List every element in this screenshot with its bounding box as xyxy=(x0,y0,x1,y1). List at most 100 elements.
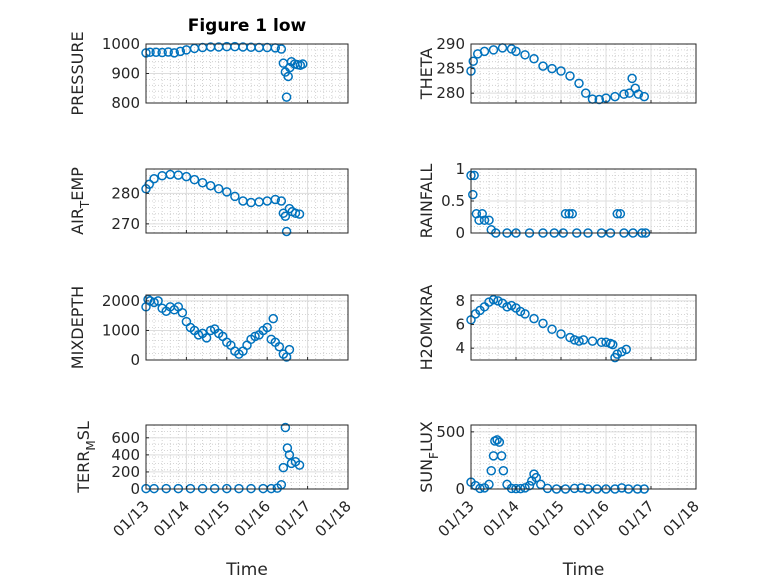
data-point xyxy=(556,66,566,76)
data-point xyxy=(536,479,546,490)
data-point xyxy=(468,189,478,200)
y-tick-label: 290 xyxy=(436,35,465,53)
data-point xyxy=(486,465,496,476)
data-point xyxy=(222,187,232,197)
data-point xyxy=(531,472,541,483)
data-point xyxy=(175,46,186,57)
data-point xyxy=(284,344,295,355)
data-point xyxy=(547,63,557,74)
y-tick-label: 1000 xyxy=(102,321,140,339)
y-tick-label: 2000 xyxy=(102,292,140,310)
data-point xyxy=(565,71,575,81)
subplot-1: 800 900 1000 PRESSURE Figure 1 low xyxy=(68,16,349,116)
x-tick-label: 01/14 xyxy=(480,497,523,540)
y-tick-label: 800 xyxy=(111,94,140,112)
x-tick-label: 01/18 xyxy=(660,497,703,540)
data-point xyxy=(529,54,539,64)
y-tick-label: 270 xyxy=(111,215,140,233)
x-tick-label: 01/17 xyxy=(271,497,314,540)
data-point xyxy=(506,300,517,311)
y-tick-label: 500 xyxy=(436,423,465,441)
data-point xyxy=(479,46,490,57)
axes-box xyxy=(470,43,697,104)
axes-box xyxy=(470,294,697,361)
data-point xyxy=(633,89,644,99)
data-point xyxy=(608,339,618,350)
data-point xyxy=(201,333,212,343)
data-point xyxy=(560,209,571,219)
subplot-3: 270 280 AIRTEMP xyxy=(68,167,349,237)
data-point xyxy=(177,307,188,318)
data-point xyxy=(576,483,586,493)
data-point xyxy=(163,47,173,57)
data-point xyxy=(610,91,620,102)
data-point xyxy=(617,346,627,357)
y-tick-label: 900 xyxy=(111,65,140,83)
data-point xyxy=(538,61,548,71)
data-point xyxy=(294,209,305,219)
data-point xyxy=(520,50,530,60)
data-point xyxy=(193,330,204,340)
x-axis-label: Time xyxy=(225,560,268,580)
subplot-5: 0 1000 2000 MIXDEPTH xyxy=(68,286,349,369)
data-point xyxy=(488,294,499,305)
axes-box xyxy=(145,168,349,234)
data-point xyxy=(250,331,260,342)
data-point xyxy=(169,48,180,58)
data-point xyxy=(278,462,289,473)
data-point xyxy=(615,209,626,219)
data-point xyxy=(567,209,577,219)
data-point xyxy=(270,194,281,205)
data-point xyxy=(274,341,285,352)
y-tick-label: 0 xyxy=(130,351,140,369)
y-axis-label: TERRMSL xyxy=(74,421,98,494)
data-point xyxy=(281,226,292,237)
data-point xyxy=(515,306,526,317)
data-point xyxy=(511,46,521,57)
x-tick-label: 01/13 xyxy=(435,497,478,540)
data-point xyxy=(157,47,167,58)
data-point xyxy=(574,336,584,346)
data-point xyxy=(276,44,287,54)
data-point xyxy=(619,89,629,99)
y-tick-label: 1 xyxy=(455,160,465,178)
y-axis-label: RAINFALL xyxy=(417,164,436,239)
chart-title: Figure 1 low xyxy=(188,16,307,36)
data-point xyxy=(205,325,216,336)
data-point xyxy=(494,437,505,447)
data-point xyxy=(488,45,499,55)
x-axis-label: Time xyxy=(562,560,605,580)
x-tick-label: 01/15 xyxy=(190,497,233,540)
data-point xyxy=(639,91,649,102)
data-point xyxy=(294,460,305,470)
subplot-6: 4 6 8 H2OMIXRA xyxy=(417,285,697,370)
y-tick-label: 285 xyxy=(436,60,465,78)
data-point xyxy=(492,435,502,445)
data-point xyxy=(612,209,622,219)
y-tick-label: 6 xyxy=(455,316,465,334)
y-tick-label: 280 xyxy=(436,84,465,102)
data-point xyxy=(484,215,494,225)
data-point xyxy=(276,196,287,206)
y-tick-label: 0 xyxy=(455,480,465,498)
data-point xyxy=(547,324,557,335)
data-point xyxy=(617,483,627,493)
data-point xyxy=(189,174,200,185)
x-tick-label: 01/15 xyxy=(525,497,568,540)
data-point xyxy=(268,313,279,324)
data-point xyxy=(627,73,637,84)
axes-box xyxy=(145,294,349,361)
data-point xyxy=(596,337,607,348)
data-point xyxy=(556,329,566,339)
data-point xyxy=(578,335,589,345)
data-point xyxy=(569,483,580,494)
data-point xyxy=(502,302,512,312)
data-point xyxy=(493,296,503,306)
data-point xyxy=(612,349,622,359)
data-point xyxy=(213,184,224,194)
data-point xyxy=(574,78,584,89)
data-point xyxy=(284,450,295,460)
x-tick-label: 01/17 xyxy=(615,497,658,540)
data-point xyxy=(144,179,154,189)
